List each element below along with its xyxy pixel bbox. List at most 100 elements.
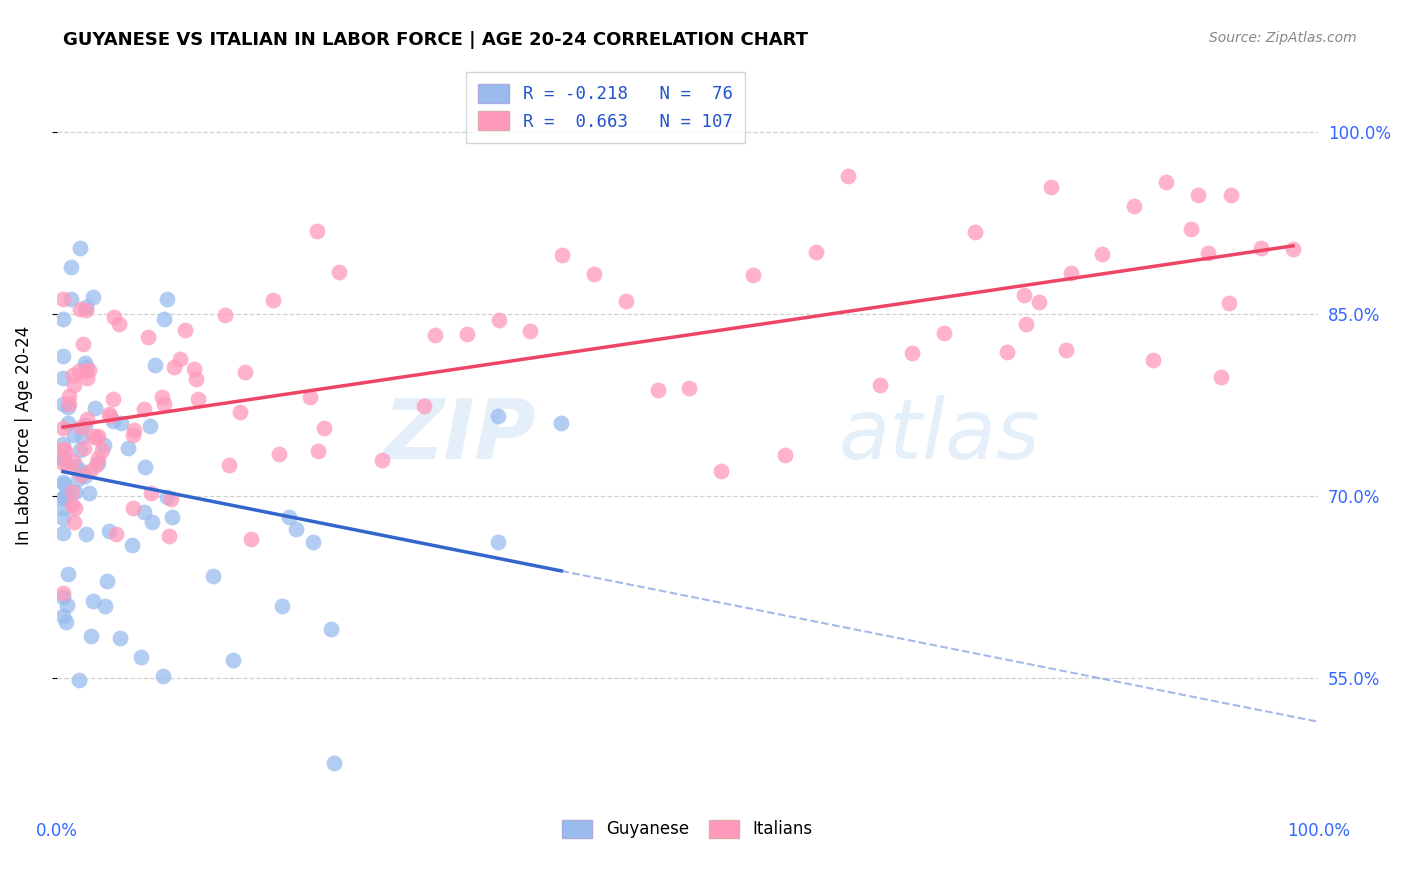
Point <box>86 458 108 472</box>
Point <box>551 248 574 262</box>
Point <box>67 472 90 486</box>
Point <box>413 399 436 413</box>
Point <box>72 337 94 351</box>
Point <box>837 169 859 183</box>
Point <box>160 492 183 507</box>
Point <box>98 409 121 423</box>
Point <box>75 364 97 378</box>
Point <box>73 356 96 370</box>
Point <box>995 344 1018 359</box>
Point <box>965 225 987 239</box>
Point <box>82 290 104 304</box>
Point <box>52 608 75 623</box>
Point <box>58 416 80 430</box>
Point <box>93 438 115 452</box>
Point <box>157 529 180 543</box>
Point <box>423 327 446 342</box>
Point <box>152 669 174 683</box>
Point <box>150 390 173 404</box>
Point <box>52 371 75 385</box>
Point <box>56 598 79 612</box>
Point <box>75 359 97 374</box>
Point <box>1091 247 1114 261</box>
Point <box>52 501 75 516</box>
Point <box>75 303 97 318</box>
Point <box>138 329 160 343</box>
Point <box>1039 179 1062 194</box>
Point <box>222 653 245 667</box>
Point <box>328 265 350 279</box>
Point <box>101 414 124 428</box>
Point <box>486 535 509 549</box>
Point <box>75 469 97 483</box>
Point <box>1142 352 1164 367</box>
Point <box>160 510 183 524</box>
Point <box>267 447 290 461</box>
Point <box>121 428 143 442</box>
Point <box>82 429 104 443</box>
Point <box>214 308 236 322</box>
Legend: Guyanese, Italians: Guyanese, Italians <box>555 813 820 845</box>
Point <box>62 368 84 383</box>
Point <box>614 293 637 308</box>
Point <box>52 442 75 456</box>
Point <box>183 362 205 376</box>
Point <box>90 443 112 458</box>
Point <box>63 377 86 392</box>
Point <box>582 268 605 282</box>
Point <box>84 401 107 416</box>
Point <box>70 464 93 478</box>
Point <box>67 673 90 687</box>
Point <box>900 345 922 359</box>
Point <box>1180 222 1202 236</box>
Point <box>319 622 342 636</box>
Point <box>519 324 541 338</box>
Point <box>1123 199 1146 213</box>
Point <box>139 486 162 500</box>
Point <box>87 429 110 443</box>
Text: Source: ZipAtlas.com: Source: ZipAtlas.com <box>1209 31 1357 45</box>
Point <box>153 397 176 411</box>
Point <box>773 448 796 462</box>
Point <box>108 631 131 645</box>
Point <box>52 292 75 306</box>
Point <box>1059 266 1081 280</box>
Point <box>323 756 346 771</box>
Point <box>152 311 174 326</box>
Point <box>1015 317 1038 331</box>
Point <box>56 489 79 503</box>
Point <box>80 629 103 643</box>
Point <box>1197 246 1219 260</box>
Point <box>52 491 75 505</box>
Point <box>302 535 325 549</box>
Point <box>65 458 87 473</box>
Point <box>69 420 91 434</box>
Point <box>307 444 329 458</box>
Point <box>1012 288 1035 302</box>
Point <box>156 292 179 306</box>
Point <box>70 468 93 483</box>
Point <box>262 293 284 307</box>
Point <box>233 366 256 380</box>
Point <box>67 364 90 378</box>
Point <box>1187 188 1209 202</box>
Y-axis label: In Labor Force | Age 20-24: In Labor Force | Age 20-24 <box>15 326 32 545</box>
Point <box>60 498 83 512</box>
Point <box>121 538 143 552</box>
Point <box>647 383 669 397</box>
Point <box>117 442 139 456</box>
Point <box>1028 294 1050 309</box>
Point <box>56 567 79 582</box>
Point <box>710 464 733 478</box>
Text: atlas: atlas <box>839 395 1040 476</box>
Point <box>184 372 207 386</box>
Point <box>59 260 82 275</box>
Point <box>550 416 572 430</box>
Point <box>107 317 129 331</box>
Point <box>56 400 79 414</box>
Point <box>79 464 101 478</box>
Point <box>371 453 394 467</box>
Point <box>298 390 321 404</box>
Point <box>53 476 76 491</box>
Point <box>932 326 955 340</box>
